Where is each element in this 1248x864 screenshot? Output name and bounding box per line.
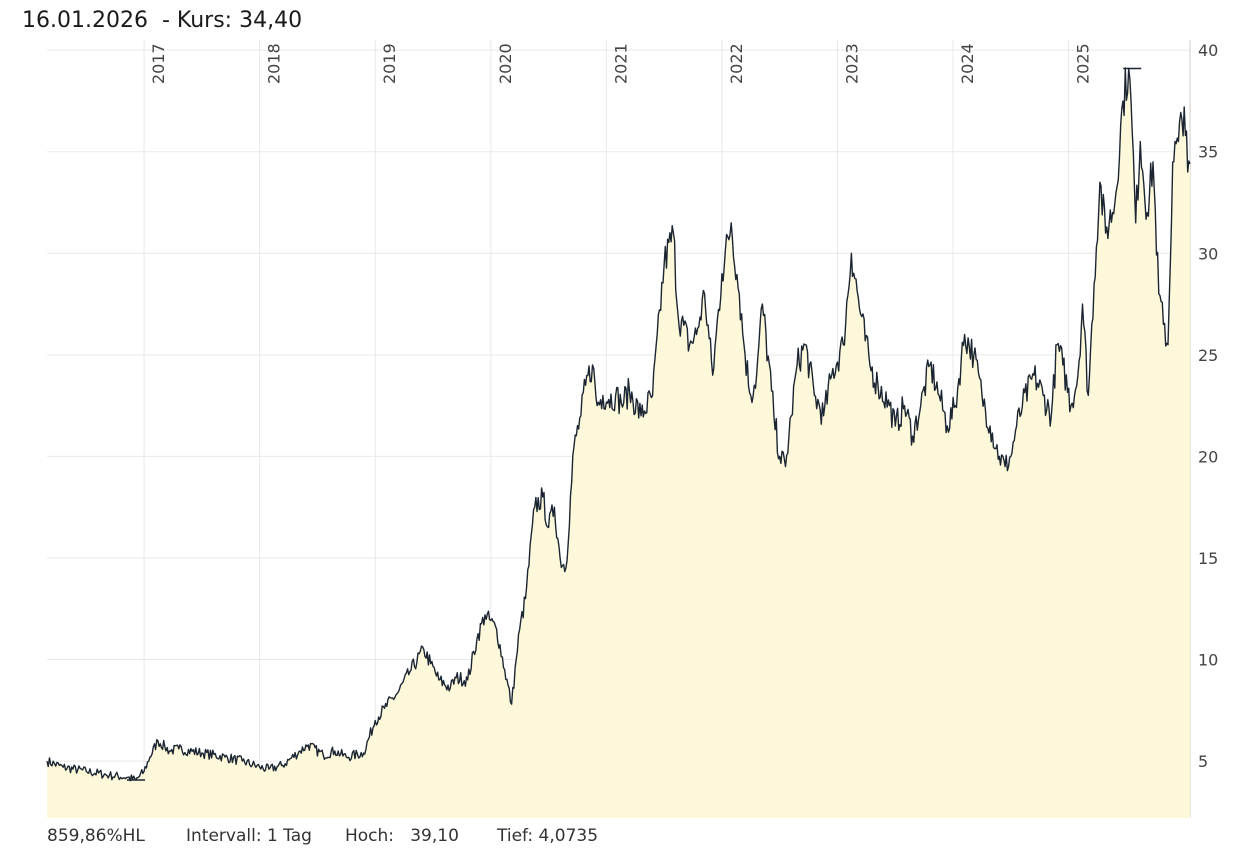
y-tick-label-40: 40 [1198, 41, 1218, 60]
x-tick-label-2019: 2019 [380, 43, 399, 84]
y-tick-label-25: 25 [1198, 346, 1218, 365]
y-tick-label-20: 20 [1198, 447, 1218, 466]
extreme-markers [126, 67, 1142, 781]
y-tick-label-35: 35 [1198, 143, 1218, 162]
price-line [46, 67, 1191, 782]
header-price: - Kurs: 34,40 [161, 8, 303, 33]
x-tick-label-2017: 2017 [149, 43, 168, 84]
x-tick-label-2020: 2020 [496, 43, 515, 84]
footer-high: Hoch: 39,10 [345, 826, 459, 846]
y-tick-label-5: 5 [1198, 752, 1208, 771]
y-tick-label-15: 15 [1198, 549, 1218, 568]
x-tick-label-2024: 2024 [958, 43, 977, 84]
x-axis-years: 2017 2018 2019 2020 2021 2022 2023 2024 2025 [149, 43, 1093, 84]
footer-percent-change: 859,86%HL [47, 826, 145, 846]
chart-header: 16.01.2026 - Kurs: 34,40 [22, 8, 302, 33]
y-tick-label-10: 10 [1198, 651, 1218, 670]
x-tick-label-2025: 2025 [1074, 43, 1093, 84]
x-tick-label-2018: 2018 [265, 43, 284, 84]
footer-interval: Intervall: 1 Tag [186, 826, 312, 846]
chart-footer: 859,86%HL Intervall: 1 Tag Hoch: 39,10 T… [0, 824, 1248, 852]
footer-low: Tief: 4,0735 [497, 826, 599, 846]
x-tick-label-2022: 2022 [727, 43, 746, 84]
y-axis: 5 10 15 20 25 30 35 40 [1198, 41, 1218, 771]
x-tick-label-2023: 2023 [843, 43, 862, 84]
price-area-fill [47, 68, 1190, 818]
header-date: 16.01.2026 [22, 8, 148, 33]
x-tick-label-2021: 2021 [611, 43, 630, 84]
y-tick-label-30: 30 [1198, 244, 1218, 263]
